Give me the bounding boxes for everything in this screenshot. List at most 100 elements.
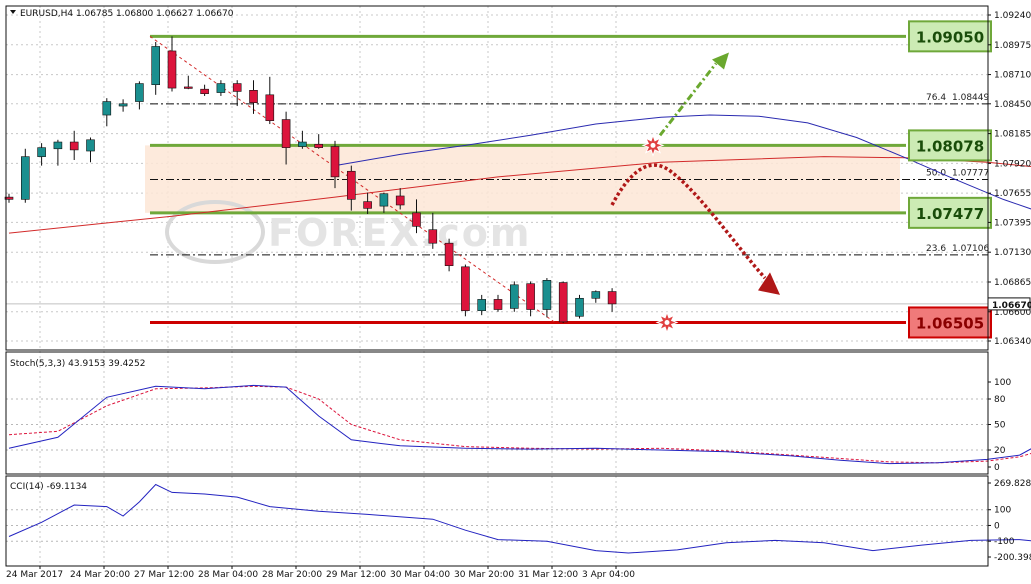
- bearish-candle: [395, 195, 405, 206]
- bearish-candle: [363, 201, 372, 209]
- bullish-candle: [379, 193, 389, 207]
- bearish-candle: [330, 146, 340, 178]
- fib-price: 1.07777: [952, 168, 989, 178]
- y-tick-label: 1.06340: [994, 337, 1031, 347]
- cci-y-label: 0: [994, 521, 1000, 531]
- pane-frame-3: [5, 475, 989, 567]
- watermark-logo-text: FOREX.com: [268, 211, 531, 255]
- bearish-candle: [200, 88, 209, 94]
- bullish-candle: [53, 141, 63, 150]
- fib-label: 76.4: [926, 93, 946, 103]
- fib-price: 1.07106: [952, 244, 989, 254]
- x-tick-label: 3 Apr 04:00: [582, 570, 635, 580]
- y-tick-label: 1.06865: [994, 278, 1031, 288]
- level-price-label: 1.07477: [916, 205, 984, 223]
- x-tick-label: 30 Mar 20:00: [454, 570, 514, 580]
- y-tick-label: 1.06600: [994, 308, 1031, 318]
- bearish-candle: [607, 291, 617, 305]
- y-tick-label: 1.07395: [994, 218, 1031, 228]
- watermark-logo-ring: [165, 200, 265, 264]
- bearish-arrow-path: [610, 163, 767, 280]
- dropdown-triangle-icon: [10, 10, 16, 14]
- bullish-candle: [591, 291, 601, 299]
- bearish-candle: [69, 141, 79, 151]
- bearish-candle: [314, 143, 324, 148]
- level-price-label: 1.09050: [916, 28, 984, 46]
- bullish-arrow-line: [658, 62, 718, 137]
- pane-frame-1: [5, 5, 989, 351]
- pane-frame-2: [5, 351, 989, 475]
- bearish-candle: [281, 119, 291, 148]
- level-price-box: [908, 20, 992, 53]
- x-tick-label: 30 Mar 04:00: [390, 570, 450, 580]
- bearish-arrow-head: [758, 272, 780, 295]
- current-price-label: 1.06670: [992, 301, 1031, 311]
- bearish-candle: [428, 229, 438, 244]
- y-tick-label: 1.09240: [994, 11, 1031, 21]
- bullish-candle: [102, 101, 112, 116]
- cci-y-label: 100: [994, 506, 1011, 516]
- x-tick-label: 27 Mar 12:00: [134, 570, 194, 580]
- ma-blue-line: [334, 114, 1031, 210]
- stoch-title: Stoch(5,3,3) 43.9153 39.4252: [10, 359, 145, 369]
- y-tick-label: 1.08185: [994, 130, 1031, 140]
- x-tick-label: 29 Mar 12:00: [326, 570, 386, 580]
- y-tick-label: 1.08450: [994, 100, 1031, 110]
- level-price-box: [908, 129, 992, 162]
- bullish-candle: [509, 284, 519, 309]
- cci-main-line: [8, 483, 1031, 554]
- bearish-candle: [167, 50, 177, 89]
- bearish-candle: [346, 170, 356, 200]
- fib-label: 23.6: [926, 244, 946, 254]
- y-tick-label: 1.08710: [994, 71, 1031, 81]
- ma-red-line: [8, 156, 1031, 234]
- bullish-candle: [216, 83, 226, 93]
- cci-y-label: -200.398: [994, 553, 1031, 563]
- y-tick-label: 1.08975: [994, 41, 1031, 51]
- x-tick-label: 24 Mar 20:00: [70, 570, 130, 580]
- bearish-candle: [249, 90, 258, 103]
- fib-price: 1.08449: [952, 93, 989, 103]
- level-price-box: [908, 196, 992, 229]
- bearish-candle: [265, 94, 275, 121]
- x-tick-label: 28 Mar 04:00: [198, 570, 258, 580]
- bearish-candle: [4, 196, 14, 200]
- bullish-candle: [575, 297, 584, 317]
- x-tick-label: 24 Mar 2017: [6, 570, 63, 580]
- fib-label: 50.0: [926, 168, 946, 178]
- chart-symbol-title: EURUSD,H4 1.06785 1.06800 1.06627 1.0667…: [20, 9, 234, 19]
- stoch-main-line: [8, 384, 1031, 465]
- bullish-candle: [20, 156, 30, 200]
- y-tick-label: 1.07920: [994, 159, 1031, 169]
- x-tick-label: 31 Mar 12:00: [518, 570, 578, 580]
- support-burst-icon-core: [664, 319, 670, 325]
- cci-title: CCI(14) -69.1134: [10, 482, 87, 492]
- bearish-candle: [493, 299, 503, 310]
- y-tick-label: 1.07130: [994, 248, 1031, 258]
- bullish-candle: [135, 83, 144, 102]
- level-price-label: 1.06505: [916, 314, 984, 332]
- bullish-arrow-head: [712, 52, 729, 70]
- bearish-candle: [232, 83, 242, 92]
- stoch-y-label: 20: [994, 446, 1006, 456]
- breakout-burst-icon-core: [650, 142, 656, 148]
- cci-y-label: 269.8287: [994, 479, 1031, 489]
- bullish-candle: [542, 280, 552, 310]
- stoch-y-label: 50: [994, 421, 1006, 431]
- bullish-candle: [477, 299, 487, 311]
- stoch-y-label: 0: [994, 463, 1000, 473]
- bearish-candle: [461, 266, 470, 311]
- bearish-candle: [558, 282, 568, 323]
- bearish-candle: [184, 86, 193, 89]
- y-tick-label: 1.07655: [994, 189, 1031, 199]
- bullish-candle: [86, 139, 95, 152]
- bearish-candle: [526, 283, 535, 310]
- level-price-box: [908, 306, 992, 339]
- bearish-candle: [412, 212, 421, 227]
- bullish-candle: [37, 147, 46, 157]
- bearish-candle: [444, 242, 454, 266]
- bullish-candle: [118, 103, 128, 107]
- x-tick-label: 28 Mar 20:00: [262, 570, 322, 580]
